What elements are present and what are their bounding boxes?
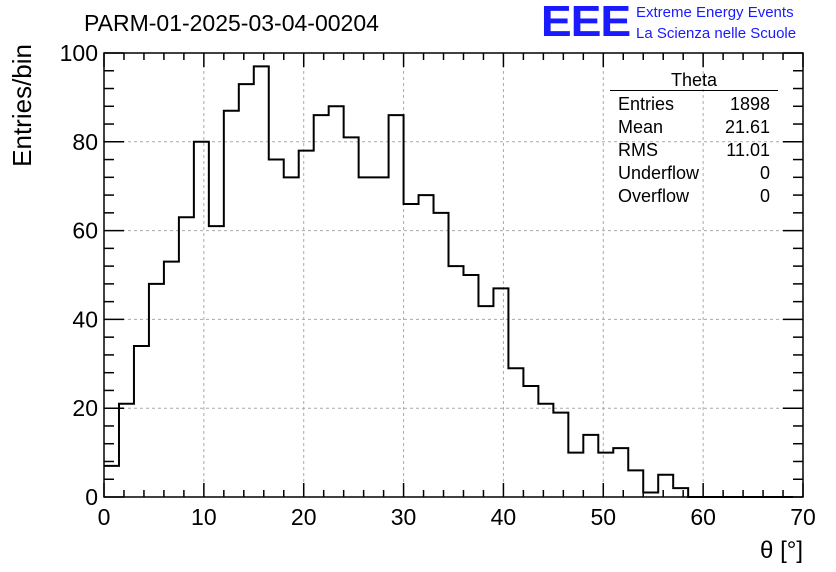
x-tick-label: 0 — [98, 504, 111, 530]
stats-value: 11.01 — [726, 140, 770, 160]
x-tick-label: 40 — [491, 504, 517, 530]
stats-row-mean: Mean 21.61 — [610, 116, 778, 139]
stats-value: 1898 — [729, 94, 770, 114]
stats-label: Overflow — [618, 186, 690, 206]
y-tick-label: 40 — [72, 306, 98, 332]
eee-logo: EEE — [540, 0, 631, 46]
stats-value: 0 — [759, 163, 770, 183]
stats-label: Mean — [618, 117, 664, 137]
tick-labels: 0 10 20 30 40 50 60 70 0 20 40 60 80 100 — [60, 40, 816, 530]
x-tick-label: 30 — [391, 504, 417, 530]
x-tick-label: 10 — [191, 504, 217, 530]
x-axis-label: θ [°] — [760, 537, 803, 564]
x-tick-label: 50 — [590, 504, 616, 530]
stats-row-overflow: Overflow 0 — [610, 185, 778, 208]
stats-value: 0 — [759, 186, 770, 206]
stats-value: 21.61 — [724, 117, 770, 137]
logo-tagline-2: La Scienza nelle Scuole — [636, 25, 797, 42]
y-tick-label: 80 — [72, 129, 98, 155]
x-tick-label: 20 — [291, 504, 317, 530]
y-axis-label: Entries/bin — [7, 44, 37, 167]
stats-row-underflow: Underflow 0 — [610, 162, 778, 185]
y-tick-label: 100 — [60, 40, 98, 66]
plot-frame — [103, 52, 804, 498]
stats-label: Entries — [618, 94, 675, 114]
y-tick-label: 0 — [85, 484, 98, 510]
stats-row-rms: RMS 11.01 — [610, 139, 778, 162]
run-title: PARM-01-2025-03-04-00204 — [84, 10, 379, 36]
logo-tagline-1: Extreme Energy Events — [636, 4, 794, 21]
stats-label: Underflow — [618, 163, 700, 183]
histogram-series — [104, 65, 794, 498]
x-tick-label: 60 — [690, 504, 716, 530]
stats-row-entries: Entries 1898 — [610, 93, 778, 116]
stats-label: RMS — [618, 140, 658, 160]
y-tick-label: 20 — [72, 395, 98, 421]
grid — [104, 53, 803, 497]
stats-box: Theta Entries 1898 Mean 21.61 RMS 11.01 … — [610, 70, 778, 208]
stats-title: Theta — [610, 70, 778, 91]
y-tick-label: 60 — [72, 218, 98, 244]
x-tick-label: 70 — [790, 504, 816, 530]
